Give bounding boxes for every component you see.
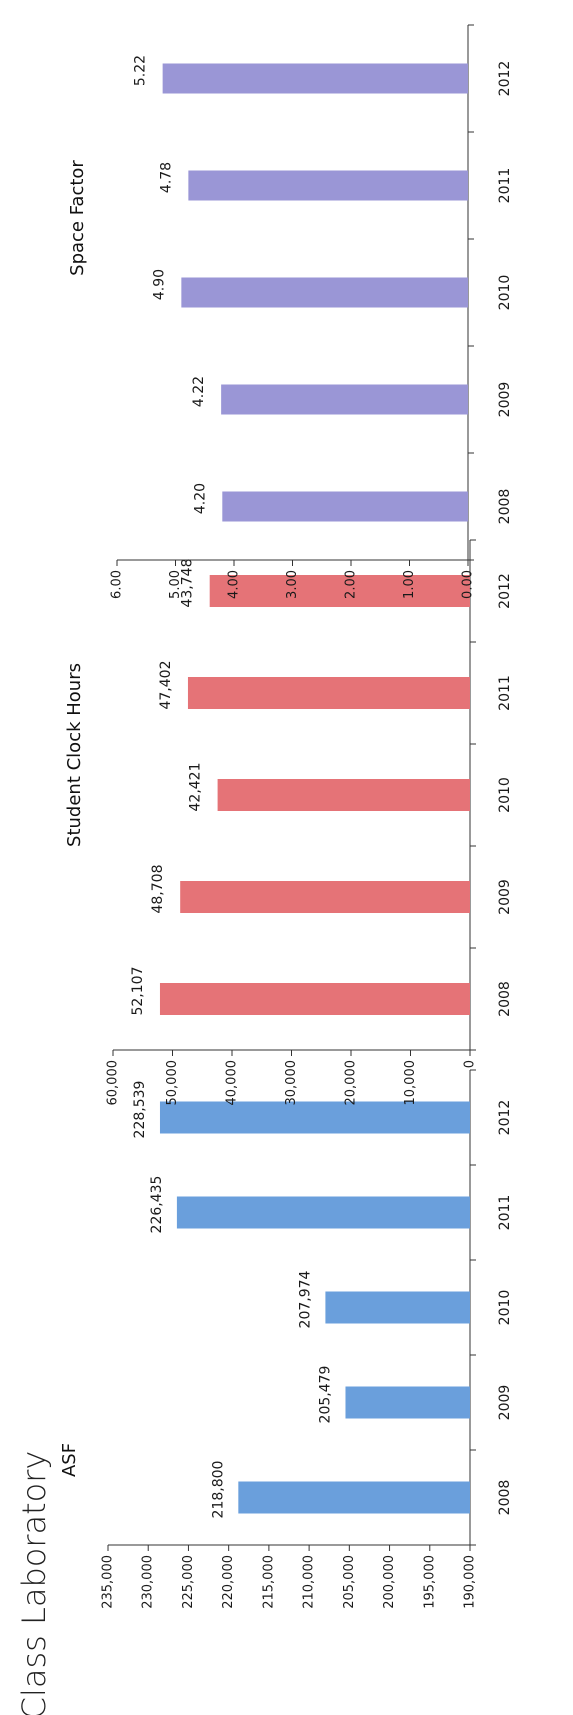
value-tick-label: 220,000 (221, 1555, 236, 1609)
bar-2008 (159, 983, 470, 1015)
value-tick-label: 50,000 (165, 1060, 180, 1106)
value-tick-label: 230,000 (141, 1555, 156, 1609)
value-tick-label: 10,000 (403, 1060, 418, 1106)
bar-2008 (222, 491, 468, 522)
value-tick-label: 4.00 (227, 570, 242, 599)
category-label: 2009 (497, 1385, 513, 1421)
category-label: 2009 (497, 879, 513, 915)
data-label: 228,539 (132, 1081, 148, 1139)
data-label: 47,402 (158, 661, 174, 710)
value-tick-label: 30,000 (284, 1060, 299, 1106)
category-label: 2008 (497, 981, 513, 1017)
space-factor-title: Space Factor (67, 160, 88, 276)
category-label: 2011 (497, 675, 513, 711)
value-tick-label: 200,000 (382, 1555, 397, 1609)
data-label: 4.90 (151, 269, 167, 300)
value-tick-label: 235,000 (101, 1555, 116, 1609)
space-factor-chart: Space Factor 0.00 1.00 2.00 3.00 4.00 5.00 6.00… (67, 24, 513, 599)
data-label: 207,974 (297, 1270, 313, 1328)
value-tick-label: 225,000 (181, 1555, 196, 1609)
value-tick-label: 190,000 (463, 1555, 478, 1609)
value-tick-label: 60,000 (106, 1060, 121, 1106)
value-tick-label: 3.00 (285, 570, 300, 599)
data-label: 5.22 (133, 55, 149, 86)
bar-2012 (209, 575, 470, 607)
bar-2011 (188, 170, 468, 201)
value-tick-label: 2.00 (344, 570, 359, 599)
data-label: 52,107 (130, 967, 146, 1016)
category-label: 2009 (497, 382, 513, 418)
value-tick-label: 6.00 (110, 570, 125, 599)
bar-2012 (162, 63, 468, 94)
data-label: 4.22 (191, 376, 207, 407)
category-label: 2012 (497, 61, 513, 97)
bar-2008 (238, 1481, 470, 1514)
category-label: 2010 (497, 777, 513, 813)
bar-2010 (181, 277, 468, 308)
bar-2011 (176, 1196, 470, 1229)
value-tick-label: 5.00 (168, 570, 183, 599)
category-label: 2008 (497, 1480, 513, 1516)
value-tick-label: 1.00 (402, 570, 417, 599)
data-label: 205,479 (317, 1366, 333, 1424)
bar-2011 (187, 677, 470, 709)
bar-2010 (325, 1291, 470, 1324)
clock-hours-title: Student Clock Hours (64, 663, 85, 847)
asf-chart: ASF 190,000 195,000 200,000 205,000 210,000 21… (59, 1069, 513, 1609)
data-label: 4.78 (158, 162, 174, 193)
category-label: 2012 (497, 1100, 513, 1136)
category-label: 2010 (497, 1290, 513, 1326)
clock-hours-chart: Student Clock Hours 0 10,000 20,000 30,000 40… (64, 539, 513, 1106)
category-label: 2011 (497, 168, 513, 204)
value-tick-label: 205,000 (342, 1555, 357, 1609)
category-label: 2012 (497, 573, 513, 609)
value-tick-label: 20,000 (344, 1060, 359, 1106)
bar-2009 (221, 384, 468, 415)
category-label: 2011 (497, 1195, 513, 1231)
value-tick-label: 195,000 (422, 1555, 437, 1609)
bar-2012 (159, 1101, 470, 1134)
data-label: 4.20 (192, 483, 208, 514)
data-label: 218,800 (210, 1461, 226, 1519)
bar-2010 (217, 779, 470, 811)
data-label: 226,435 (149, 1176, 165, 1234)
value-tick-label: 215,000 (261, 1555, 276, 1609)
value-tick-label: 0.00 (461, 570, 476, 599)
data-label: 48,708 (150, 865, 166, 914)
category-label: 2008 (497, 489, 513, 525)
bar-2009 (345, 1386, 470, 1419)
value-tick-label: 0 (463, 1060, 478, 1068)
value-tick-label: 40,000 (225, 1060, 240, 1106)
data-label: 42,421 (188, 763, 204, 812)
data-label: 43,748 (180, 559, 196, 608)
asf-title: ASF (59, 1443, 80, 1477)
value-tick-label: 210,000 (302, 1555, 317, 1609)
bar-2009 (180, 881, 471, 913)
page-title: Class Laboratory (15, 1451, 53, 1715)
category-label: 2010 (497, 275, 513, 311)
